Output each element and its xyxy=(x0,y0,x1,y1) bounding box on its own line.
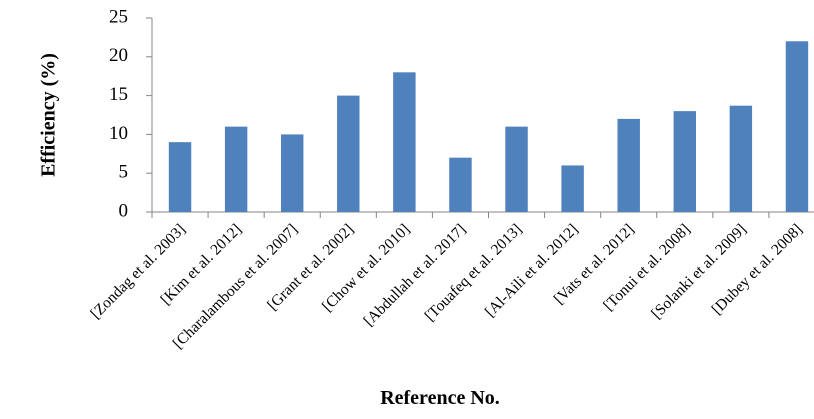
x-category-label: [Al-Aili et al. 2012] xyxy=(482,221,582,321)
bar xyxy=(337,95,360,212)
bar xyxy=(729,105,753,212)
y-axis-title: Efficiency (%) xyxy=(38,53,60,177)
bar xyxy=(280,134,304,212)
x-category-label: [Solanki et al. 2009] xyxy=(648,221,750,323)
bar xyxy=(449,157,472,212)
bar xyxy=(617,118,640,212)
bar xyxy=(505,126,528,212)
bar xyxy=(224,126,248,212)
bar xyxy=(785,41,809,212)
x-category-label: [Touafeq et al. 2013] xyxy=(422,221,526,325)
x-axis-title: Reference No. xyxy=(380,387,500,409)
y-tick-label: 25 xyxy=(109,6,128,27)
x-category-label: [Abdullah et al. 2017] xyxy=(360,221,469,330)
bar xyxy=(673,111,697,212)
y-tick-label: 15 xyxy=(109,84,128,105)
bar xyxy=(168,142,192,212)
x-category-label: [Zondag et al. 2003] xyxy=(87,221,189,323)
bar xyxy=(561,165,584,212)
y-tick-label: 20 xyxy=(109,45,128,66)
bar xyxy=(393,72,416,212)
y-tick-label: 10 xyxy=(109,123,128,144)
y-tick-label: 5 xyxy=(119,162,129,183)
y-tick-label: 0 xyxy=(119,200,129,221)
